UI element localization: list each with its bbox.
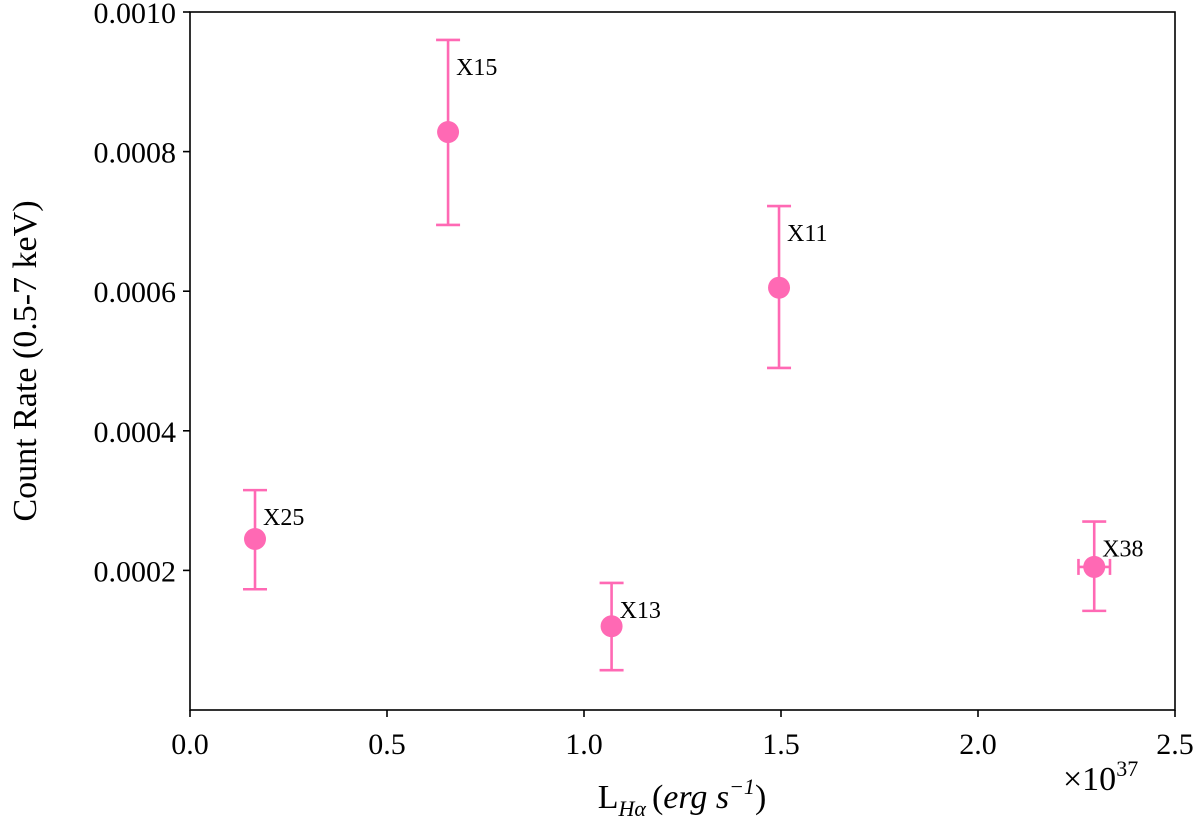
y-tick-label: 0.0002 xyxy=(94,555,177,588)
data-point-marker xyxy=(768,276,791,299)
axis-ticks: 0.0 0.5 1.0 1.5 2.0 2.5 0.0002 0.0004 0.0006 0.00… xyxy=(94,0,1194,761)
data-point-group: X15 xyxy=(436,38,497,227)
data-point-marker xyxy=(600,615,623,638)
x-tick-label: 0.0 xyxy=(171,728,209,761)
x-tick-label: 2.5 xyxy=(1156,728,1194,761)
y-tick-label: 0.0010 xyxy=(94,0,177,30)
data-point-label: X38 xyxy=(1102,537,1143,563)
data-point-group: X11 xyxy=(767,204,827,370)
y-tick-label: 0.0006 xyxy=(94,276,177,309)
data-points: X25 X15 X13 X11 X38 xyxy=(243,38,1144,672)
data-point-marker xyxy=(244,527,267,550)
y-tick-label: 0.0004 xyxy=(94,416,177,449)
x-offset-label: ×1037 xyxy=(1063,756,1138,798)
data-point-marker xyxy=(437,121,460,144)
data-point-group: X25 xyxy=(243,488,304,591)
x-axis-label: LHα (erg s−1) xyxy=(598,774,767,821)
data-point-label: X25 xyxy=(263,505,304,531)
data-point-group: X13 xyxy=(599,581,661,672)
data-point-label: X13 xyxy=(620,598,661,624)
y-tick-label: 0.0008 xyxy=(94,137,177,170)
plot-area xyxy=(189,11,1176,711)
data-point-label: X15 xyxy=(456,55,497,81)
x-tick-label: 1.5 xyxy=(762,728,800,761)
data-point-group: X38 xyxy=(1077,520,1144,613)
x-tick-label: 2.0 xyxy=(959,728,997,761)
x-tick-label: 0.5 xyxy=(368,728,406,761)
y-axis-label: Count Rate (0.5-7 keV) xyxy=(7,200,44,521)
data-point-marker xyxy=(1083,555,1106,578)
data-point-label: X11 xyxy=(787,221,827,247)
x-tick-label: 1.0 xyxy=(565,728,603,761)
